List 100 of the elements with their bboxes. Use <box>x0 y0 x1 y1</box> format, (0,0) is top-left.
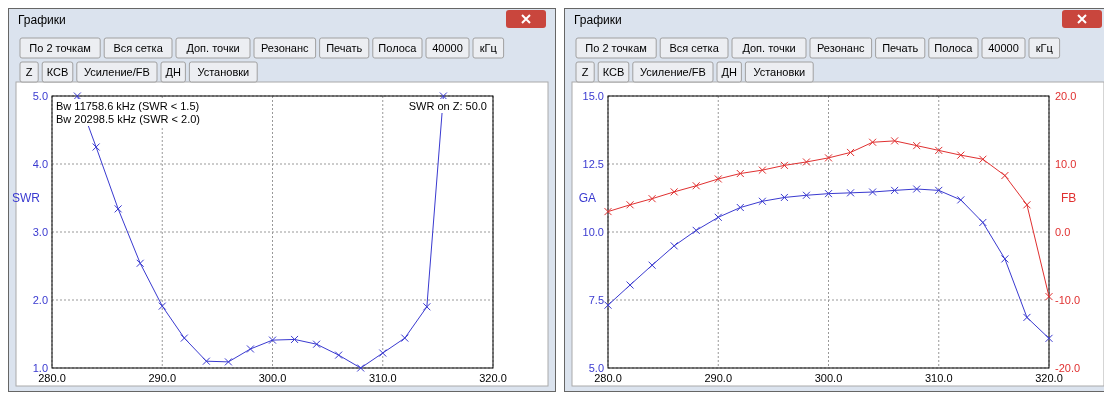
x-tick-label: 290.0 <box>704 372 733 384</box>
text: Вся сетка <box>669 42 720 54</box>
point <box>978 218 987 227</box>
text: Резонанс <box>817 42 866 54</box>
point <box>692 226 701 235</box>
x-tick-label: 320.0 <box>1035 372 1063 384</box>
point <box>224 357 233 366</box>
text: Печать <box>882 42 919 54</box>
point <box>956 195 965 204</box>
text: Резонанс <box>261 42 310 54</box>
point <box>956 151 965 160</box>
point <box>692 181 701 190</box>
y-tick-label: 3.0 <box>32 226 48 238</box>
point <box>290 335 299 344</box>
point <box>1045 334 1053 343</box>
point <box>1022 200 1031 209</box>
point <box>780 161 789 170</box>
point <box>626 200 635 209</box>
text: 40000 <box>432 42 463 54</box>
text: Вся сетка <box>113 42 164 54</box>
point <box>378 349 387 358</box>
text: кГц <box>479 42 498 54</box>
y-tick-label: 10.0 <box>582 226 604 238</box>
text: Доп. точки <box>742 42 796 54</box>
point <box>912 141 921 150</box>
y2-tick-label: -10.0 <box>1055 294 1081 306</box>
y-axis-title: GA <box>578 191 596 205</box>
y-tick-label: 5.0 <box>32 90 48 102</box>
y2-tick-label: 20.0 <box>1055 90 1077 102</box>
point <box>312 340 321 349</box>
point <box>422 302 431 311</box>
point <box>714 213 723 222</box>
text: Печать <box>326 42 363 54</box>
point <box>846 188 855 197</box>
text: Усиление/FB <box>83 66 150 78</box>
point <box>648 261 657 270</box>
point <box>758 166 767 175</box>
point <box>246 344 255 353</box>
y-tick-label: 7.5 <box>588 294 604 306</box>
y-tick-label: 5.0 <box>588 362 604 374</box>
text: ДН <box>721 66 737 78</box>
point <box>890 186 899 195</box>
point <box>73 92 82 100</box>
point <box>92 143 101 151</box>
point <box>400 334 409 343</box>
annotation: SWR on Z: 50.0 <box>408 100 487 112</box>
x-tick-label: 310.0 <box>924 372 953 384</box>
point <box>114 204 123 213</box>
text: Z <box>25 66 33 78</box>
text: КСВ <box>46 66 69 78</box>
y2-tick-label: -20.0 <box>1055 362 1081 374</box>
text: кГц <box>1035 42 1054 54</box>
annotation: Bw 11758.6 kHz (SWR < 1.5) <box>56 100 200 112</box>
point <box>1000 254 1009 263</box>
point <box>439 92 448 100</box>
point <box>1045 292 1053 301</box>
point <box>202 357 211 366</box>
y2-tick-label: 10.0 <box>1055 158 1077 170</box>
point <box>802 157 811 166</box>
annotation: Bw 20298.5 kHz (SWR < 2.0) <box>56 113 200 125</box>
point <box>868 188 877 197</box>
text: Полоса <box>378 42 418 54</box>
point <box>978 155 987 164</box>
text: 40000 <box>988 42 1019 54</box>
point <box>780 193 789 202</box>
text: Усиление/FB <box>639 66 706 78</box>
point <box>180 334 189 343</box>
text: Полоса <box>934 42 974 54</box>
text: КСВ <box>602 66 625 78</box>
point <box>824 153 833 162</box>
point <box>912 185 921 194</box>
y-tick-label: 1.0 <box>32 362 48 374</box>
x-tick-label: 300.0 <box>258 372 287 384</box>
point <box>136 259 145 268</box>
point <box>846 148 855 157</box>
point <box>626 281 635 290</box>
point <box>356 364 365 372</box>
point <box>604 207 612 216</box>
text: Графики <box>18 13 66 27</box>
text: Установки <box>197 66 250 78</box>
point <box>714 174 723 183</box>
point <box>736 169 745 178</box>
point <box>334 351 343 360</box>
y-tick-label: 12.5 <box>582 158 604 170</box>
y-tick-label: 2.0 <box>32 294 48 306</box>
point <box>890 136 899 145</box>
y2-axis-title: FB <box>1061 191 1077 205</box>
text: По 2 точкам <box>29 42 91 54</box>
point <box>268 336 277 345</box>
point <box>648 194 657 203</box>
point <box>670 187 679 196</box>
point <box>158 302 167 311</box>
point <box>934 146 943 155</box>
point <box>670 241 679 250</box>
point <box>736 203 745 212</box>
text: ДН <box>165 66 181 78</box>
point <box>802 191 811 200</box>
x-tick-label: 290.0 <box>148 372 177 384</box>
x-tick-label: 300.0 <box>814 372 843 384</box>
x-tick-label: 280.0 <box>38 372 66 384</box>
